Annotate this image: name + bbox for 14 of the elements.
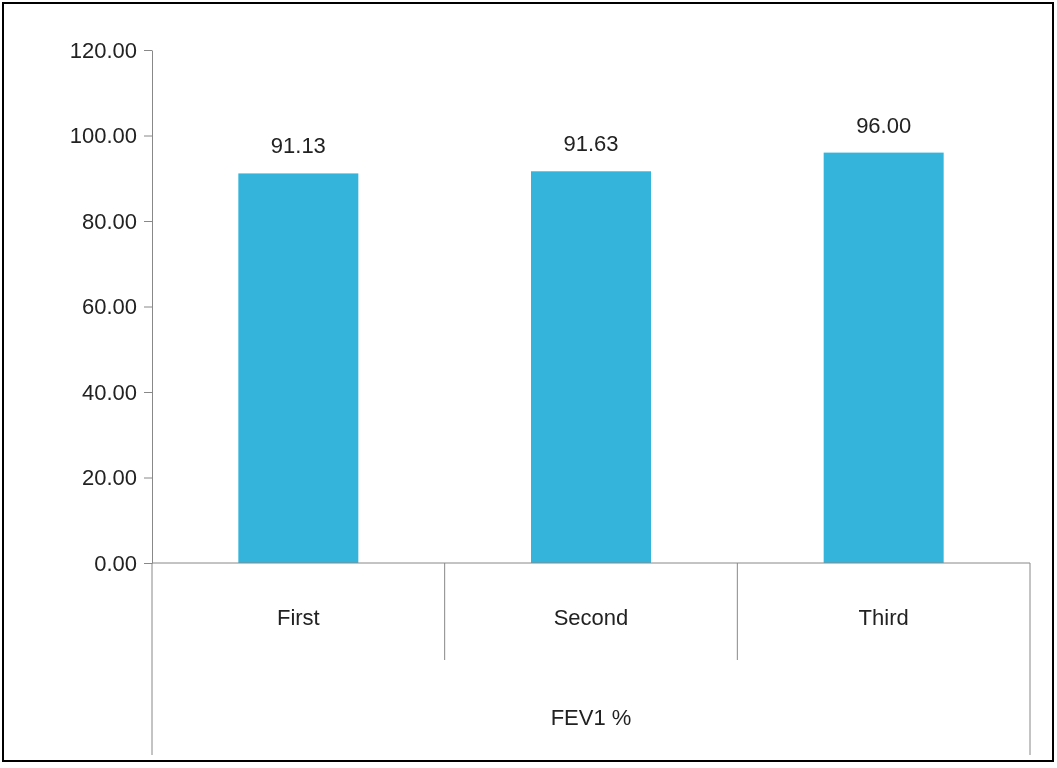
x-tick-label: Third xyxy=(858,605,909,630)
y-tick-label: 100.00 xyxy=(69,123,137,149)
y-tick-label: 60.00 xyxy=(81,294,137,320)
x-tick-label: First xyxy=(276,605,320,630)
y-tick-label: 20.00 xyxy=(81,465,137,491)
data-label: 96.00 xyxy=(856,112,912,138)
y-tick-label: 80.00 xyxy=(81,208,137,234)
y-tick-label: 120.00 xyxy=(69,37,137,63)
data-label: 91.13 xyxy=(270,133,326,159)
x-axis-title: FEV1 % xyxy=(550,705,632,730)
y-tick-label: 0.00 xyxy=(94,550,137,576)
data-label: 91.63 xyxy=(563,131,619,157)
x-tick-label: Second xyxy=(553,605,629,630)
y-tick-label: 40.00 xyxy=(81,379,137,405)
